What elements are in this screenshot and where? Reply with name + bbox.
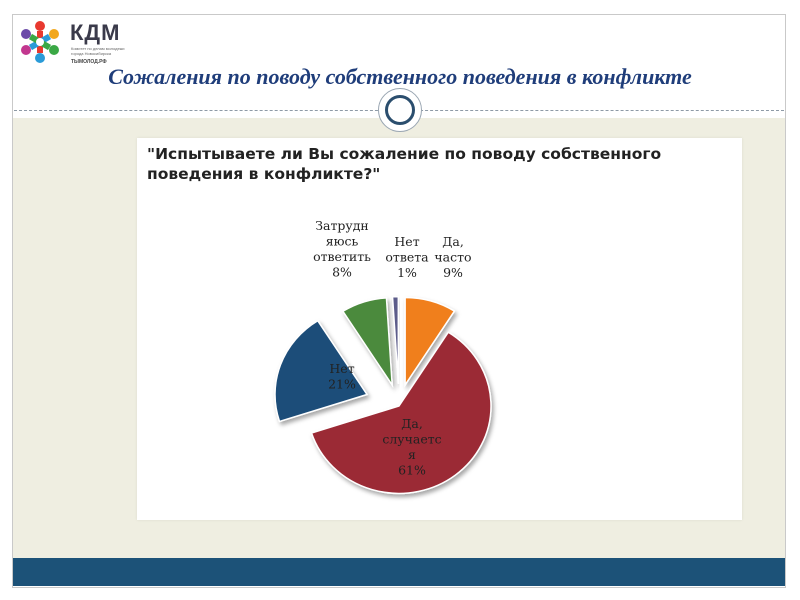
pie-category-label: Да,	[401, 416, 423, 431]
circle-badge-icon	[378, 88, 422, 132]
logo-subtitle: Комитет по делам молодежи города Новосиб…	[71, 46, 125, 56]
slide-title: Сожаления по поводу собственного поведен…	[108, 64, 692, 89]
pie-category-label: я	[408, 447, 416, 462]
pie-slice-4	[391, 295, 400, 385]
pie-label-0: Да, часто 9%	[434, 234, 471, 280]
logo-title: КДМ	[70, 20, 121, 45]
pie-category-label: ответа	[385, 250, 429, 265]
pie-value-label: 21%	[328, 377, 356, 392]
pie-value-label: 1%	[397, 265, 417, 280]
pie-label-2: Нет 21%	[328, 361, 356, 392]
pie-slice-0	[404, 296, 456, 388]
pie-category-label: ответить	[313, 249, 371, 264]
pie-category-label: Нет	[329, 361, 354, 376]
pie-category-label: случаетс	[382, 432, 441, 447]
pie-value-label: 61%	[398, 463, 426, 478]
pie-category-label: Да,	[442, 234, 464, 249]
slide-frame	[12, 14, 786, 588]
logo-star-icon	[21, 21, 59, 63]
pie-value-label: 8%	[332, 265, 352, 280]
pie-category-label: Нет	[394, 234, 419, 249]
logo: КДМ Комитет по делам молодежи города Нов…	[15, 17, 135, 69]
pie-slice-3	[341, 297, 394, 388]
badge-ring	[385, 95, 415, 125]
footer-bar	[13, 558, 785, 586]
pie-chart: Да, часто 9%Да, случаетс я 61%Нет 21%Затрудн яю…	[274, 218, 492, 495]
logo-url: ТЫМОЛОД.РФ	[71, 59, 107, 65]
pie-category-label: яюсь	[326, 234, 359, 249]
pie-label-4: Нет ответа 1%	[385, 234, 429, 280]
chart-card: "Испытываете ли Вы сожаление по поводу с…	[137, 138, 742, 520]
pie-label-3: Затрудн яюсь ответить 8%	[313, 218, 371, 280]
pie-category-label: Затрудн	[315, 218, 369, 233]
pie-category-label: часто	[434, 250, 471, 265]
pie-slice-2	[274, 319, 369, 423]
pie-slice-1	[310, 331, 492, 495]
chart-title: "Испытываете ли Вы сожаление по поводу с…	[147, 145, 662, 183]
pie-value-label: 9%	[443, 265, 463, 280]
pie-label-1: Да, случаетс я 61%	[382, 416, 441, 478]
